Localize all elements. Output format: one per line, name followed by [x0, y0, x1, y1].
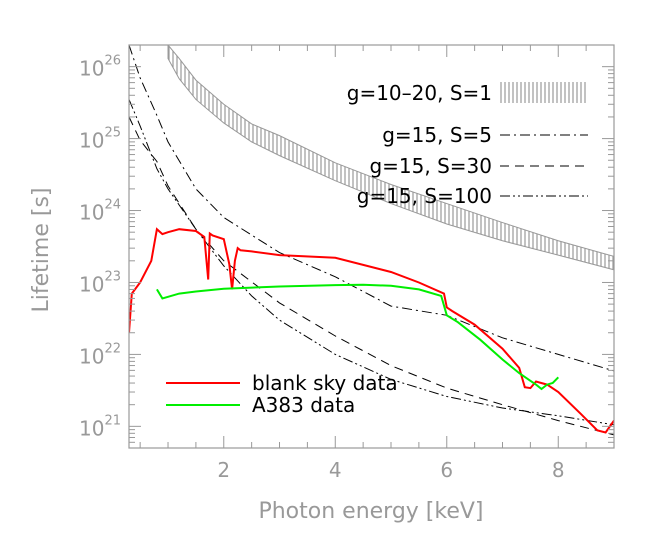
series-line-g-15-s-100 [129, 99, 614, 426]
x-tick-label: 6 [440, 458, 453, 482]
series-layer [129, 45, 614, 436]
y-tick-label: 1025 [79, 126, 121, 153]
legend-top-label: g=15, S=30 [369, 154, 492, 178]
series-line-blank-sky-data [129, 227, 614, 434]
y-axis: 1021 1022 1023 1024 1025 1026 [79, 44, 614, 449]
series-line-a383-data [156, 283, 560, 391]
band-layer [167, 45, 614, 271]
x-tick-label: 8 [552, 458, 565, 482]
y-tick-label: 1023 [79, 269, 121, 296]
y-axis-label: Lifetime [s] [29, 188, 54, 313]
y-tick-label: 1026 [79, 54, 121, 81]
legend-bottom-label: blank sky data [252, 371, 398, 395]
x-axis-label: Photon energy [keV] [258, 499, 483, 524]
y-tick-label: 1024 [79, 198, 121, 225]
y-tick-label: 1021 [79, 413, 121, 440]
legend-top-label: g=15, S=5 [382, 123, 492, 147]
y-tick-label: 1022 [79, 341, 121, 368]
legend-bottom-label: A383 data [252, 393, 355, 417]
series-line-g-15-s-5 [129, 45, 614, 372]
legend-top: g=10–20, S=1 g=15, S=5 g=15, S=30 g=15, S=1… [347, 81, 588, 208]
legend-top-swatch [500, 82, 588, 103]
x-tick-label: 4 [329, 458, 342, 482]
plot-frame [128, 44, 615, 449]
series-line-g-15-s-30 [129, 116, 614, 436]
x-axis: 2 4 6 8 [139, 45, 615, 482]
series-band-g-10-20-s-1 [167, 45, 614, 271]
x-tick-label: 2 [217, 458, 230, 482]
legend-top-label: g=10–20, S=1 [347, 81, 492, 105]
legend-top-label: g=15, S=100 [357, 184, 492, 208]
